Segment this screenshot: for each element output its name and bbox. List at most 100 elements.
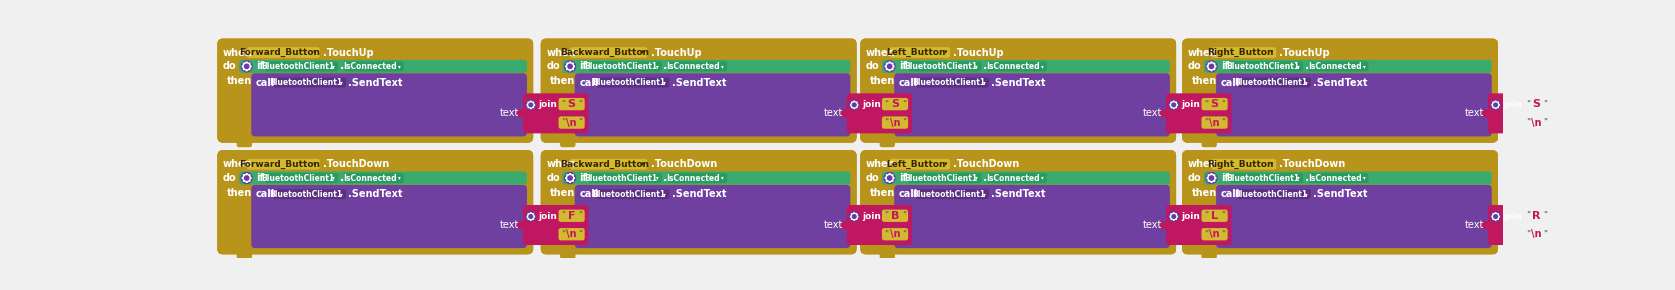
- FancyBboxPatch shape: [1201, 228, 1228, 240]
- Text: call: call: [899, 77, 918, 88]
- Text: ▾: ▾: [313, 50, 317, 55]
- FancyBboxPatch shape: [1214, 66, 1216, 67]
- Circle shape: [849, 100, 859, 110]
- FancyBboxPatch shape: [240, 60, 528, 73]
- FancyBboxPatch shape: [563, 60, 851, 73]
- Circle shape: [241, 173, 251, 183]
- Text: ": ": [884, 230, 888, 239]
- FancyBboxPatch shape: [246, 69, 248, 71]
- FancyBboxPatch shape: [564, 177, 568, 179]
- FancyBboxPatch shape: [861, 39, 1176, 143]
- Text: when: when: [223, 159, 253, 169]
- FancyBboxPatch shape: [571, 180, 575, 182]
- Circle shape: [1171, 102, 1178, 108]
- FancyBboxPatch shape: [861, 150, 1176, 254]
- FancyBboxPatch shape: [243, 180, 245, 182]
- Text: join: join: [1181, 100, 1201, 109]
- Text: ▾: ▾: [1362, 64, 1365, 69]
- FancyBboxPatch shape: [1487, 93, 1553, 133]
- Text: ": ": [578, 211, 583, 220]
- Circle shape: [888, 176, 891, 180]
- Text: when: when: [866, 159, 896, 169]
- Text: join: join: [1504, 212, 1523, 221]
- FancyBboxPatch shape: [566, 63, 568, 64]
- Text: .TouchUp: .TouchUp: [650, 48, 702, 57]
- FancyBboxPatch shape: [563, 171, 851, 184]
- Text: BluetoothClient1: BluetoothClient1: [261, 62, 335, 71]
- Text: ": ": [1526, 99, 1529, 108]
- Text: R: R: [1533, 211, 1541, 221]
- Text: .TouchDown: .TouchDown: [953, 159, 1020, 169]
- FancyBboxPatch shape: [861, 150, 1176, 254]
- Circle shape: [1209, 176, 1214, 180]
- Circle shape: [243, 174, 250, 182]
- Text: B: B: [891, 211, 899, 221]
- FancyBboxPatch shape: [588, 61, 662, 71]
- Text: \n: \n: [566, 229, 576, 239]
- FancyBboxPatch shape: [575, 73, 851, 136]
- FancyBboxPatch shape: [886, 68, 888, 70]
- Text: join: join: [1504, 100, 1523, 109]
- FancyBboxPatch shape: [889, 61, 891, 63]
- FancyBboxPatch shape: [218, 150, 533, 254]
- FancyBboxPatch shape: [596, 189, 670, 199]
- Text: .TouchUp: .TouchUp: [323, 48, 374, 57]
- Text: ▾: ▾: [313, 161, 317, 167]
- FancyBboxPatch shape: [541, 39, 856, 143]
- FancyBboxPatch shape: [841, 221, 849, 229]
- FancyBboxPatch shape: [893, 177, 894, 179]
- Text: .: .: [663, 61, 668, 71]
- Circle shape: [526, 100, 536, 110]
- Text: S: S: [1211, 99, 1219, 109]
- Text: ": ": [884, 118, 888, 127]
- FancyBboxPatch shape: [218, 150, 533, 254]
- FancyBboxPatch shape: [1183, 39, 1497, 143]
- FancyBboxPatch shape: [879, 139, 894, 147]
- Text: Right_Button: Right_Button: [1206, 48, 1273, 57]
- FancyBboxPatch shape: [241, 66, 243, 67]
- FancyBboxPatch shape: [1229, 61, 1303, 71]
- Text: .: .: [983, 61, 987, 71]
- Text: ▾: ▾: [1270, 161, 1273, 167]
- FancyBboxPatch shape: [889, 181, 891, 183]
- FancyBboxPatch shape: [240, 171, 528, 184]
- FancyBboxPatch shape: [273, 189, 347, 199]
- Text: text: text: [824, 220, 843, 230]
- Text: ▾: ▾: [722, 175, 724, 180]
- Text: ": ": [578, 99, 583, 108]
- FancyBboxPatch shape: [1183, 39, 1497, 143]
- Circle shape: [564, 173, 576, 183]
- FancyBboxPatch shape: [343, 61, 404, 71]
- Text: ": ": [1221, 99, 1226, 108]
- FancyBboxPatch shape: [1201, 251, 1216, 259]
- Text: ▾: ▾: [1040, 64, 1044, 69]
- Circle shape: [528, 213, 534, 220]
- Text: ▾: ▾: [943, 161, 946, 167]
- Text: ": ": [884, 99, 888, 108]
- Circle shape: [1492, 102, 1499, 108]
- FancyBboxPatch shape: [1204, 171, 1492, 184]
- Text: ▾: ▾: [943, 50, 946, 55]
- FancyBboxPatch shape: [343, 173, 404, 183]
- Text: then: then: [549, 188, 575, 198]
- Text: ▾: ▾: [655, 64, 658, 69]
- Text: BluetoothClient1: BluetoothClient1: [911, 78, 985, 87]
- Circle shape: [853, 215, 856, 218]
- FancyBboxPatch shape: [1183, 150, 1497, 254]
- FancyBboxPatch shape: [1208, 68, 1209, 70]
- FancyBboxPatch shape: [236, 251, 251, 259]
- FancyBboxPatch shape: [1482, 221, 1491, 229]
- Text: do: do: [223, 173, 236, 183]
- Text: .: .: [1305, 173, 1308, 183]
- Text: ": ": [1204, 230, 1208, 239]
- Text: ": ": [578, 118, 583, 127]
- Circle shape: [886, 174, 893, 182]
- FancyBboxPatch shape: [1229, 173, 1303, 183]
- Circle shape: [529, 103, 533, 107]
- Circle shape: [888, 64, 891, 68]
- Text: ▾: ▾: [1270, 50, 1273, 55]
- FancyBboxPatch shape: [894, 185, 1169, 248]
- FancyBboxPatch shape: [236, 139, 251, 147]
- Text: ▾: ▾: [983, 80, 985, 85]
- Circle shape: [1206, 61, 1216, 72]
